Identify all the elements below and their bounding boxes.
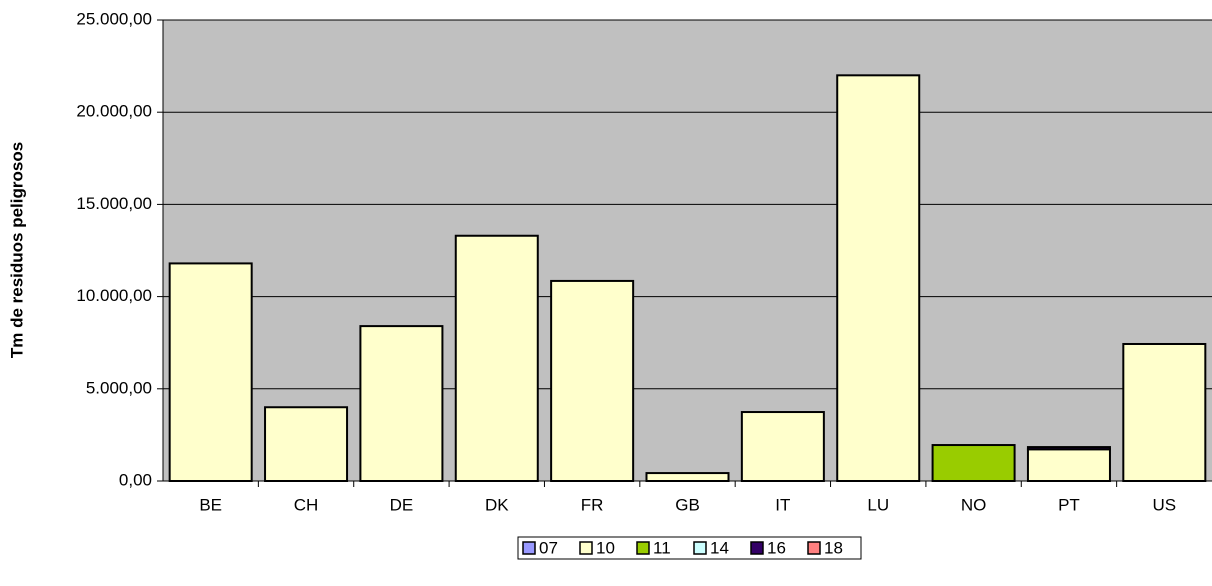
x-tick-label: BE xyxy=(199,495,222,514)
x-tick-label: GB xyxy=(675,495,700,514)
legend-swatch xyxy=(750,541,764,555)
y-tick-label: 20.000,00 xyxy=(76,102,152,121)
x-tick-label: NO xyxy=(961,495,987,514)
bar-segment xyxy=(359,325,444,482)
legend-swatch xyxy=(693,541,707,555)
y-tick-label: 5.000,00 xyxy=(86,378,152,397)
bar-segment xyxy=(645,472,730,483)
bar-segment xyxy=(740,411,825,482)
bar-segment xyxy=(836,74,921,482)
legend-swatch xyxy=(807,541,821,555)
legend-label: 18 xyxy=(824,538,843,557)
legend-label: 14 xyxy=(710,538,729,557)
legend-swatch xyxy=(522,541,536,555)
legend-label: 07 xyxy=(539,538,558,557)
bar-segment xyxy=(931,444,1016,482)
x-tick-label: DE xyxy=(390,495,414,514)
legend-label: 16 xyxy=(767,538,786,557)
legend-label: 11 xyxy=(653,538,671,557)
y-tick-label: 0,00 xyxy=(119,470,152,489)
bar-segment xyxy=(1026,448,1111,483)
x-tick-label: LU xyxy=(867,495,889,514)
bar-segment xyxy=(264,406,349,482)
x-tick-label: PT xyxy=(1058,495,1080,514)
bar-segment xyxy=(550,279,635,482)
y-tick-label: 10.000,00 xyxy=(76,286,152,305)
plot-area xyxy=(163,20,1212,481)
bar-segment xyxy=(454,234,539,482)
x-tick-label: IT xyxy=(775,495,790,514)
bar-segment xyxy=(1026,446,1111,451)
bar-segment xyxy=(1122,342,1207,483)
legend-box xyxy=(517,536,862,560)
x-tick-label: FR xyxy=(581,495,604,514)
x-tick-label: DK xyxy=(485,495,509,514)
y-tick-label: 25.000,00 xyxy=(76,9,152,28)
legend-swatch xyxy=(579,541,593,555)
y-tick-label: 15.000,00 xyxy=(76,194,152,213)
legend-swatch xyxy=(636,541,650,555)
x-tick-label: US xyxy=(1153,495,1177,514)
legend-label: 10 xyxy=(596,538,615,557)
x-tick-label: CH xyxy=(294,495,319,514)
y-axis-label: Tm de residuos peligrosos xyxy=(7,142,26,358)
bar-segment xyxy=(168,262,253,482)
